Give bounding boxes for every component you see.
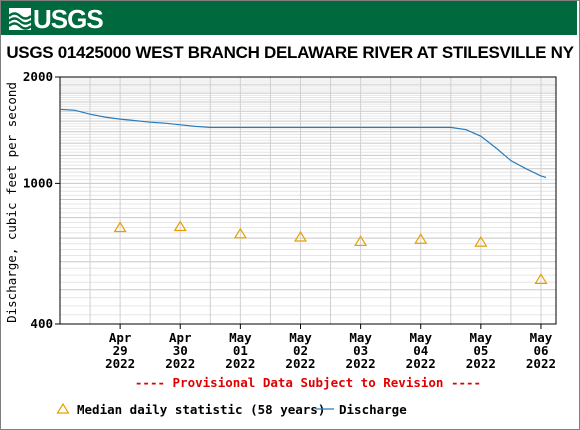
x-tick-label: May 02 2022 [285, 330, 315, 371]
x-tick-label: May 04 2022 [406, 330, 436, 371]
x-tick-label: May 01 2022 [225, 330, 255, 371]
y-axis: 400 1000 2000 [23, 69, 60, 331]
grid [60, 76, 556, 325]
y-axis-label: Discharge, cubic feet per second [4, 82, 19, 323]
y-tick-label: 2000 [23, 69, 53, 84]
legend-median-label: Median daily statistic (58 years) [77, 402, 325, 417]
x-axis: Apr 29 2022 Apr 30 2022 May 01 2022 May 02 2022 May 0… [105, 324, 556, 371]
x-tick-label: May 06 2022 [526, 330, 556, 371]
legend: Median daily statistic (58 years) Dischar… [56, 402, 407, 417]
x-tick-label: May 03 2022 [346, 330, 376, 371]
y-tick-label: 1000 [23, 175, 53, 190]
x-tick-label: Apr 30 2022 [165, 330, 195, 371]
median-marker [113, 221, 127, 233]
usgs-wave-icon [9, 8, 31, 30]
median-marker [233, 227, 247, 239]
discharge-line [59, 108, 547, 178]
median-marker [173, 220, 187, 232]
plot-area [59, 76, 557, 325]
provisional-note: ---- Provisional Data Subject to Revisio… [135, 375, 481, 390]
median-marker [414, 233, 428, 244]
series-layer [59, 108, 548, 284]
legend-median-icon [56, 402, 70, 414]
y-tick-label: 400 [30, 316, 53, 331]
chart-title: USGS 01425000 WEST BRANCH DELAWARE RIVER… [6, 43, 574, 62]
header-banner: USGS [1, 1, 577, 35]
median-marker [474, 235, 488, 247]
legend-discharge-label: Discharge [339, 402, 407, 417]
median-marker [293, 230, 308, 242]
median-marker [354, 235, 368, 247]
x-tick-label: Apr 29 2022 [105, 330, 135, 371]
usgs-logo[interactable]: USGS [9, 4, 104, 34]
x-tick-label: May 05 2022 [466, 330, 496, 371]
median-marker [534, 273, 548, 284]
logo-text: USGS [33, 4, 104, 34]
